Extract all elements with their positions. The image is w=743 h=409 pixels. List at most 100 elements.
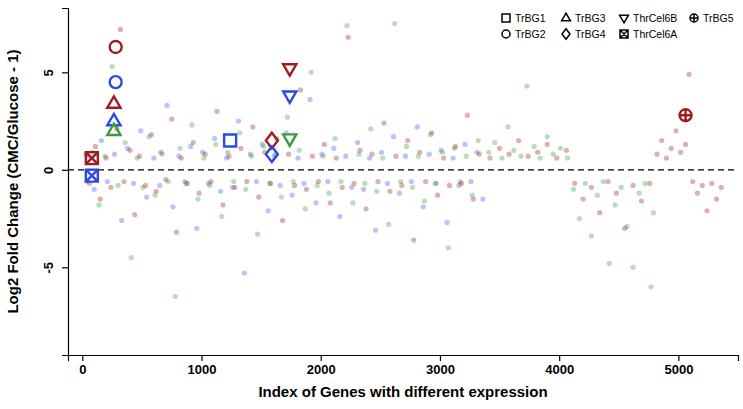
point xyxy=(261,144,266,149)
point xyxy=(232,185,237,190)
point xyxy=(545,134,550,139)
gene-point xyxy=(266,146,278,162)
point xyxy=(597,210,602,215)
gene-markers xyxy=(283,64,296,146)
gene-point xyxy=(86,170,98,182)
point xyxy=(121,179,126,184)
point xyxy=(278,183,283,188)
legend-symbol xyxy=(620,15,629,23)
point xyxy=(138,128,143,133)
point xyxy=(630,183,635,188)
point xyxy=(237,130,242,135)
point xyxy=(157,183,162,188)
legend-label: TrBG3 xyxy=(575,12,606,24)
point xyxy=(385,181,390,186)
point xyxy=(304,187,309,192)
point xyxy=(391,134,396,139)
point xyxy=(446,245,451,250)
point xyxy=(195,196,200,201)
point xyxy=(630,265,635,270)
point xyxy=(303,206,308,211)
axis-line xyxy=(62,9,69,356)
point xyxy=(332,136,337,141)
legend-label: TrBG4 xyxy=(575,28,606,40)
point xyxy=(169,117,174,122)
tick-label: 0 xyxy=(79,362,86,377)
point xyxy=(132,212,137,217)
point xyxy=(242,271,247,276)
point xyxy=(243,187,248,192)
point xyxy=(440,150,445,155)
point xyxy=(607,261,612,266)
legend-label: ThrCel6B xyxy=(633,12,677,24)
point-cloud xyxy=(84,21,655,299)
tick: 3000 xyxy=(426,355,455,377)
point xyxy=(185,181,190,186)
point xyxy=(316,179,321,184)
point xyxy=(361,187,366,192)
gene-point xyxy=(680,109,692,121)
point xyxy=(435,193,440,198)
point xyxy=(374,189,379,194)
point xyxy=(96,202,101,207)
point xyxy=(507,152,512,157)
point xyxy=(340,185,345,190)
tick: 2000 xyxy=(307,355,336,377)
point xyxy=(144,194,149,199)
point xyxy=(518,154,523,159)
point xyxy=(387,189,392,194)
point xyxy=(119,218,124,223)
point xyxy=(290,193,295,198)
point xyxy=(143,183,148,188)
point xyxy=(404,144,409,149)
point xyxy=(164,103,169,108)
point xyxy=(112,152,117,157)
legend-symbol xyxy=(620,30,628,38)
point xyxy=(577,216,582,221)
point xyxy=(238,146,243,151)
point xyxy=(558,146,563,151)
point xyxy=(373,228,378,233)
point xyxy=(447,183,452,188)
point xyxy=(441,156,446,161)
point xyxy=(583,181,588,186)
gene-markers xyxy=(680,109,692,121)
point xyxy=(213,142,218,147)
x-axis-title: Index of Genes with different expression xyxy=(258,383,547,400)
point xyxy=(108,185,113,190)
gene-markers xyxy=(107,96,120,135)
point xyxy=(476,138,481,143)
gene-markers xyxy=(110,41,122,88)
point xyxy=(601,179,606,184)
point xyxy=(695,191,700,196)
point xyxy=(307,97,312,102)
gene-markers xyxy=(266,133,278,162)
point xyxy=(309,70,314,75)
point xyxy=(93,144,98,149)
point xyxy=(647,181,652,186)
point xyxy=(219,214,224,219)
point xyxy=(554,156,559,161)
chart: 010002000300040005000-505Index of Genes … xyxy=(0,0,743,409)
tick-mark xyxy=(62,170,68,171)
tick-label: 2000 xyxy=(307,362,336,377)
tick-mark xyxy=(201,355,202,361)
point xyxy=(471,196,476,201)
tick: 0 xyxy=(41,167,68,174)
point xyxy=(545,142,550,147)
tick-label: 5 xyxy=(41,69,56,76)
point xyxy=(99,138,104,143)
point xyxy=(445,220,450,225)
point xyxy=(325,179,330,184)
point xyxy=(202,152,207,157)
point xyxy=(505,124,510,129)
y-axis-title: Log2 Fold Change (CMC/Glucose - 1) xyxy=(4,49,21,313)
point xyxy=(158,150,163,155)
point xyxy=(254,179,259,184)
gene-point xyxy=(110,76,122,88)
point xyxy=(226,154,231,159)
point xyxy=(595,193,600,198)
point xyxy=(280,218,285,223)
gene-point xyxy=(283,92,296,103)
legend-symbol xyxy=(562,29,570,39)
